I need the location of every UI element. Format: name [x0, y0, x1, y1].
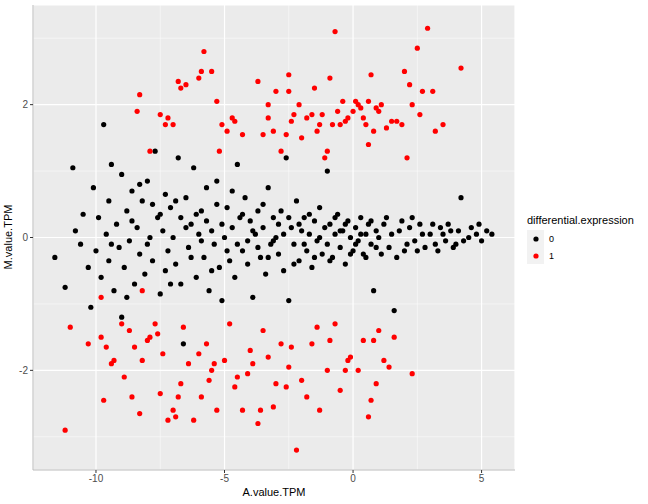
svg-text:-5: -5 — [220, 473, 229, 484]
svg-text:0: 0 — [350, 473, 356, 484]
svg-text:-10: -10 — [89, 473, 104, 484]
svg-text:5: 5 — [479, 473, 485, 484]
svg-text:-2: -2 — [19, 365, 28, 376]
html-text:A.value.TPM: A.value.TPM — [242, 486, 306, 498]
html-text:0: 0 — [549, 233, 554, 244]
svg-text:2: 2 — [22, 99, 28, 110]
html-text:1: 1 — [549, 250, 554, 261]
html-text:M.value.TPM: M.value.TPM — [2, 204, 14, 270]
svg-text:0: 0 — [22, 232, 28, 243]
html-text:differential.expression: differential.expression — [527, 214, 634, 226]
